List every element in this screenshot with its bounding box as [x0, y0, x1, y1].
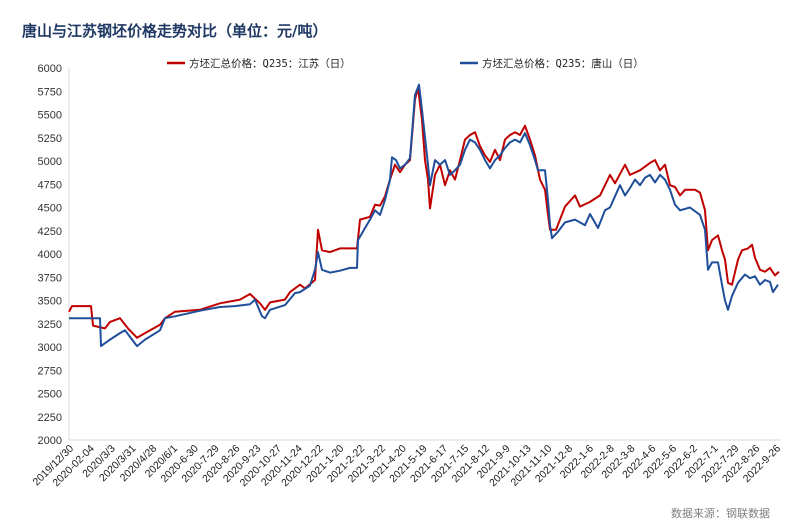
- y-tick-label: 4500: [38, 203, 62, 215]
- series-lines: [68, 83, 780, 348]
- y-tick-label: 5750: [38, 86, 62, 98]
- y-tick-label: 4750: [38, 179, 62, 191]
- x-axis-ticks: 2019/12/302020-02-042020/3/32020/3/31202…: [30, 443, 783, 490]
- series-line-tangshan: [69, 83, 779, 348]
- y-tick-label: 2500: [38, 389, 62, 401]
- y-tick-label: 5500: [38, 110, 62, 122]
- y-tick-label: 5000: [38, 156, 62, 168]
- data-source: 数据来源：钢联数据: [671, 507, 770, 520]
- y-tick-label: 4250: [38, 226, 62, 238]
- legend: 方坯汇总价格：Q235：江苏（日） 方坯汇总价格：Q235：唐山（日）: [167, 57, 644, 70]
- chart-title: 唐山与江苏钢坯价格走势对比（单位：元/吨）: [22, 22, 328, 40]
- legend-label: 方坯汇总价格：Q235：唐山（日）: [482, 57, 644, 70]
- y-tick-label: 2750: [38, 365, 62, 377]
- legend-label: 方坯汇总价格：Q235：江苏（日）: [189, 57, 351, 70]
- y-tick-label: 5250: [38, 133, 62, 145]
- y-tick-label: 3000: [38, 342, 62, 354]
- y-tick-label: 2250: [38, 412, 62, 424]
- y-tick-label: 3500: [38, 296, 62, 308]
- y-tick-label: 3750: [38, 272, 62, 284]
- y-tick-label: 4000: [38, 249, 62, 261]
- y-tick-label: 6000: [38, 63, 62, 75]
- y-tick-label: 3250: [38, 319, 62, 331]
- series-line-jiangsu: [68, 86, 780, 339]
- y-tick-label: 2000: [38, 435, 62, 447]
- y-axis-ticks: 2000 2250 2500 2750 3000 3250 3500 3750 4000 4250…: [38, 63, 62, 447]
